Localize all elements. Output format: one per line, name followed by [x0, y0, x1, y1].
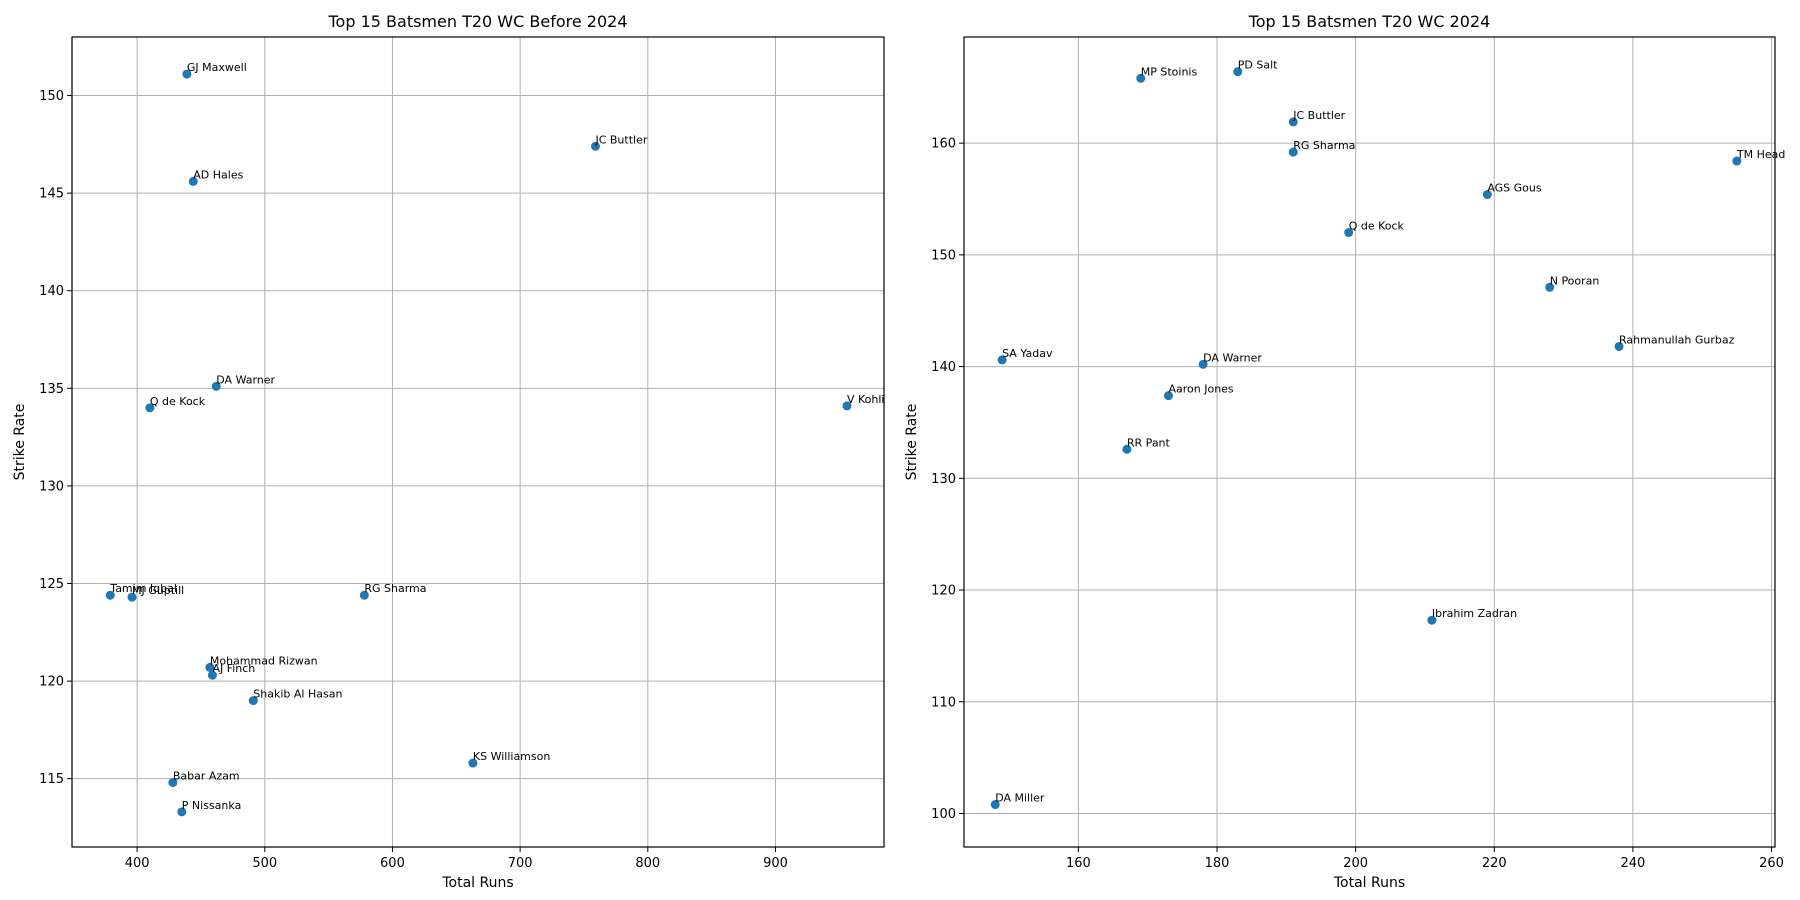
point-label: AGS Gous	[1487, 182, 1542, 195]
scatter-point	[205, 662, 215, 672]
y-tick-label: 140	[931, 360, 956, 375]
y-tick-label: 150	[931, 248, 956, 263]
plot-frame	[963, 36, 1776, 848]
point-label: Shakib Al Hasan	[253, 688, 342, 701]
point-label: MP Stoinis	[1141, 65, 1198, 78]
point-label: DA Warner	[1203, 351, 1262, 364]
y-tick-label: 120	[931, 584, 956, 599]
point-label: KS Williamson	[473, 750, 550, 763]
x-tick-label: 800	[635, 856, 660, 871]
y-axis-label: Strike Rate	[12, 404, 28, 481]
y-tick-label: 160	[931, 137, 956, 152]
point-label: P Nissanka	[182, 799, 242, 812]
scatter-point	[1233, 67, 1243, 77]
scatter-point	[105, 590, 115, 600]
scatter-point	[168, 778, 178, 788]
point-label: RG Sharma	[364, 582, 426, 595]
point-label: DA Warner	[216, 373, 275, 386]
scatter-point	[590, 141, 600, 151]
y-tick-label: 130	[931, 472, 956, 487]
y-tick-label: 100	[931, 807, 956, 822]
point-label: SA Yadav	[1002, 347, 1053, 360]
point-label: JC Buttler	[1292, 109, 1345, 122]
point-label: MJ Guptill	[132, 584, 184, 597]
point-label: PD Salt	[1238, 59, 1278, 72]
x-tick-label: 900	[763, 856, 788, 871]
y-tick-label: 130	[39, 479, 64, 494]
point-label: Mohammad Rizwan	[210, 654, 318, 667]
plot-frame	[71, 36, 885, 848]
point-label: Q de Kock	[150, 395, 206, 408]
scatter-point	[1614, 341, 1624, 351]
x-tick-label: 500	[252, 856, 277, 871]
point-label: Rahmanullah Gurbaz	[1619, 333, 1735, 346]
scatter-point	[1288, 147, 1298, 157]
scatter-point	[207, 670, 217, 680]
scatter-point	[248, 696, 258, 706]
x-tick-label: 220	[1482, 856, 1507, 871]
x-tick-label: 400	[125, 856, 150, 871]
y-tick-label: 110	[931, 695, 956, 710]
x-tick-label: 160	[1066, 856, 1091, 871]
point-label: AD Hales	[193, 168, 243, 181]
y-tick-label: 135	[39, 382, 64, 397]
scatter-point	[1545, 282, 1555, 292]
point-label: Q de Kock	[1349, 220, 1405, 233]
point-label: V Kohli	[847, 393, 885, 406]
scatter-point	[990, 800, 1000, 810]
scatter-point	[182, 69, 192, 79]
x-axis-label: Total Runs	[441, 875, 513, 891]
x-tick-label: 260	[1759, 856, 1784, 871]
scatter-point	[359, 590, 369, 600]
x-tick-label: 240	[1620, 856, 1645, 871]
y-tick-label: 115	[39, 772, 64, 787]
chart-title: Top 15 Batsmen T20 WC 2024	[1248, 12, 1491, 31]
chart-title: Top 15 Batsmen T20 WC Before 2024	[328, 12, 628, 31]
x-tick-label: 600	[380, 856, 405, 871]
x-axis-label: Total Runs	[1333, 875, 1405, 891]
scatter-point	[1198, 359, 1208, 369]
chart-2024: Top 15 Batsmen T20 WC 2024 160 180 200 220 24…	[904, 12, 1785, 891]
point-label: RR Pant	[1127, 436, 1171, 449]
scatter-point	[177, 807, 187, 817]
y-tick-label: 145	[39, 187, 64, 202]
scatter-point	[468, 758, 478, 768]
scatter-point	[1732, 156, 1742, 166]
point-label: RG Sharma	[1293, 139, 1355, 152]
scatter-point	[842, 401, 852, 411]
x-tick-label: 700	[508, 856, 533, 871]
point-label: GJ Maxwell	[187, 61, 247, 74]
y-tick-label: 125	[39, 577, 64, 592]
y-tick-label: 140	[39, 284, 64, 299]
scatter-point	[145, 403, 155, 413]
point-label: N Pooran	[1550, 274, 1600, 287]
scatter-point	[1136, 73, 1146, 83]
scatter-point	[1122, 444, 1132, 454]
scatter-point	[211, 381, 221, 391]
scatter-point	[188, 176, 198, 186]
x-tick-label: 200	[1343, 856, 1368, 871]
scatter-point	[1163, 391, 1173, 401]
point-label: Aaron Jones	[1168, 383, 1233, 396]
scatter-point	[1482, 190, 1492, 200]
point-label: Tamim Iqbal	[109, 582, 177, 595]
x-tick-label: 180	[1205, 856, 1230, 871]
y-tick-label: 150	[39, 89, 64, 104]
chart-before-2024: Top 15 Batsmen T20 WC Before 2024 400 500 6…	[12, 12, 885, 891]
scatter-point	[1288, 117, 1298, 127]
scatter-point	[1427, 615, 1437, 625]
point-label: AJ Finch	[212, 662, 255, 675]
point-label: DA Miller	[995, 792, 1045, 805]
y-axis-label: Strike Rate	[904, 404, 920, 481]
point-label: Babar Azam	[173, 770, 240, 783]
point-label: Ibrahim Zadran	[1432, 607, 1517, 620]
point-label: TM Head	[1736, 148, 1785, 161]
y-tick-label: 120	[39, 675, 64, 690]
point-label: JC Buttler	[594, 133, 647, 146]
scatter-point	[1344, 228, 1354, 238]
scatter-point	[127, 592, 137, 602]
scatter-point	[997, 355, 1007, 365]
